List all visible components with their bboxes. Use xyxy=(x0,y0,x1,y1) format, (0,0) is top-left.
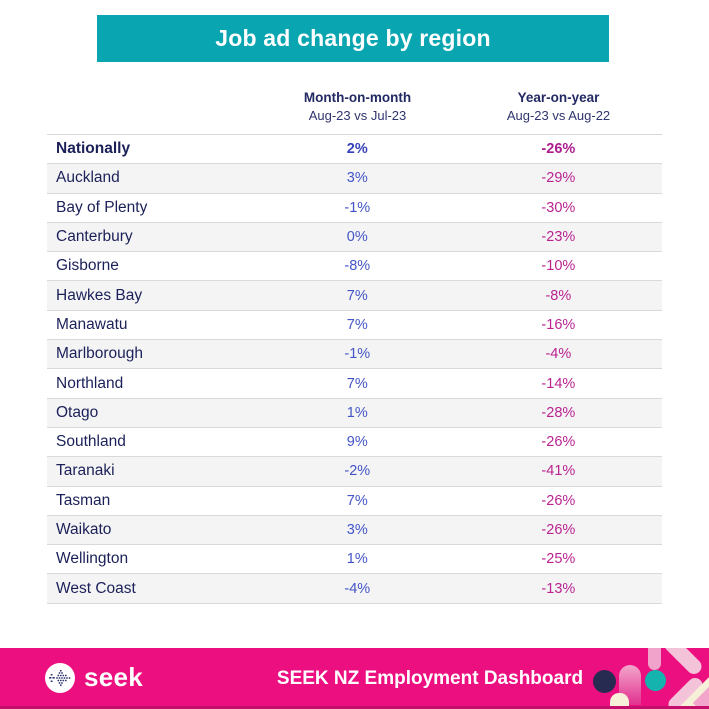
yoy-value: -26% xyxy=(541,141,576,158)
column-label-yoy: Year-on-year xyxy=(517,90,600,105)
region-name: Waikato xyxy=(56,521,112,538)
column-header-year-on-year: Year-on-year Aug-23 vs Aug-22 xyxy=(455,90,662,123)
table-row: Nationally 2% -26% xyxy=(47,134,662,164)
region-name: Northland xyxy=(56,374,124,392)
title-banner: Job ad change by region xyxy=(97,15,609,62)
table-row: Southland 9% -26% xyxy=(47,426,662,457)
region-name: Bay of Plenty xyxy=(56,198,148,216)
mom-value: 3% xyxy=(346,170,368,187)
decor-pink-pill xyxy=(648,648,661,670)
yoy-value: -41% xyxy=(541,463,576,480)
yoy-value: -14% xyxy=(541,375,576,392)
region-name: Wellington xyxy=(56,550,129,568)
seek-dotted-arrow-icon xyxy=(49,669,71,687)
yoy-value: -30% xyxy=(541,199,576,216)
region-name: West Coast xyxy=(56,579,136,597)
yoy-value: -4% xyxy=(545,346,572,363)
yoy-value: -25% xyxy=(541,551,576,568)
yoy-value: -10% xyxy=(541,258,576,275)
region-name: Taranaki xyxy=(56,462,115,480)
region-name: Hawkes Bay xyxy=(56,286,143,304)
table-row: Otago 1% -28% xyxy=(47,397,662,427)
mom-value: 2% xyxy=(346,141,368,158)
mom-value: 7% xyxy=(346,287,368,304)
table-row: Tasman 7% -26% xyxy=(47,485,662,515)
yoy-value: -26% xyxy=(541,522,576,538)
yoy-value: -26% xyxy=(541,434,576,451)
seek-wordmark: seek xyxy=(84,662,144,692)
footer-bar: seek SEEK NZ Employment Dashboard xyxy=(0,648,709,709)
mom-value: -1% xyxy=(344,199,371,216)
table-row: Northland 7% -14% xyxy=(47,368,662,398)
decor-teal-circle xyxy=(645,670,666,691)
page-title: Job ad change by region xyxy=(215,25,491,51)
mom-value: 7% xyxy=(346,316,368,333)
region-name: Auckland xyxy=(56,169,120,187)
column-sublabel-yoy: Aug-23 vs Aug-22 xyxy=(506,108,611,123)
mom-value: 3% xyxy=(346,522,368,538)
region-name: Nationally xyxy=(56,140,131,158)
region-name: Canterbury xyxy=(56,228,133,246)
seek-logo-icon xyxy=(45,663,75,693)
footer-title: SEEK NZ Employment Dashboard xyxy=(276,667,584,689)
table-row: Canterbury 0% -23% xyxy=(47,221,662,252)
column-label-mom: Month-on-month xyxy=(303,90,412,105)
table-row: Waikato 3% -26% xyxy=(47,514,662,545)
column-header-month-on-month: Month-on-month Aug-23 vs Jul-23 xyxy=(260,90,455,123)
yoy-value: -29% xyxy=(541,170,576,187)
column-sublabel-mom: Aug-23 vs Jul-23 xyxy=(308,108,407,123)
decor-arrow-shape xyxy=(661,648,705,678)
decor-cream-blob xyxy=(610,693,629,709)
table-row: Manawatu 7% -16% xyxy=(47,309,662,340)
mom-value: 0% xyxy=(346,229,368,246)
decor-navy-circle xyxy=(593,670,616,693)
table-row: Wellington 1% -25% xyxy=(47,544,662,574)
yoy-value: -16% xyxy=(541,316,576,333)
table-row: Gisborne -8% -10% xyxy=(47,251,662,281)
table-row: Auckland 3% -29% xyxy=(47,163,662,193)
yoy-value: -28% xyxy=(541,404,576,421)
yoy-value: -26% xyxy=(541,492,576,509)
table-row: Bay of Plenty -1% -30% xyxy=(47,192,662,222)
mom-value: 1% xyxy=(346,404,368,421)
region-table: Nationally 2% -26% Auckland 3% -29% Bay … xyxy=(47,134,662,604)
table-row: Hawkes Bay 7% -8% xyxy=(47,280,662,310)
region-name: Marlborough xyxy=(56,345,144,363)
mom-value: 7% xyxy=(346,375,368,392)
yoy-value: -8% xyxy=(545,287,572,304)
mom-value: -8% xyxy=(344,258,371,275)
mom-value: 9% xyxy=(346,434,368,451)
mom-value: -2% xyxy=(344,463,371,480)
mom-value: 1% xyxy=(346,551,368,568)
mom-value: 7% xyxy=(346,492,368,509)
region-name: Otago xyxy=(56,403,99,421)
region-name: Manawatu xyxy=(56,315,128,333)
table-row: West Coast -4% -13% xyxy=(47,573,662,603)
region-name: Tasman xyxy=(56,491,111,509)
mom-value: -1% xyxy=(344,346,371,363)
table-row: Marlborough -1% -4% xyxy=(47,339,662,369)
table-row: Taranaki -2% -41% xyxy=(47,456,662,486)
mom-value: -4% xyxy=(344,580,371,597)
region-name: Southland xyxy=(56,433,126,451)
yoy-value: -23% xyxy=(541,229,576,246)
region-name: Gisborne xyxy=(56,257,119,275)
yoy-value: -13% xyxy=(541,580,576,597)
